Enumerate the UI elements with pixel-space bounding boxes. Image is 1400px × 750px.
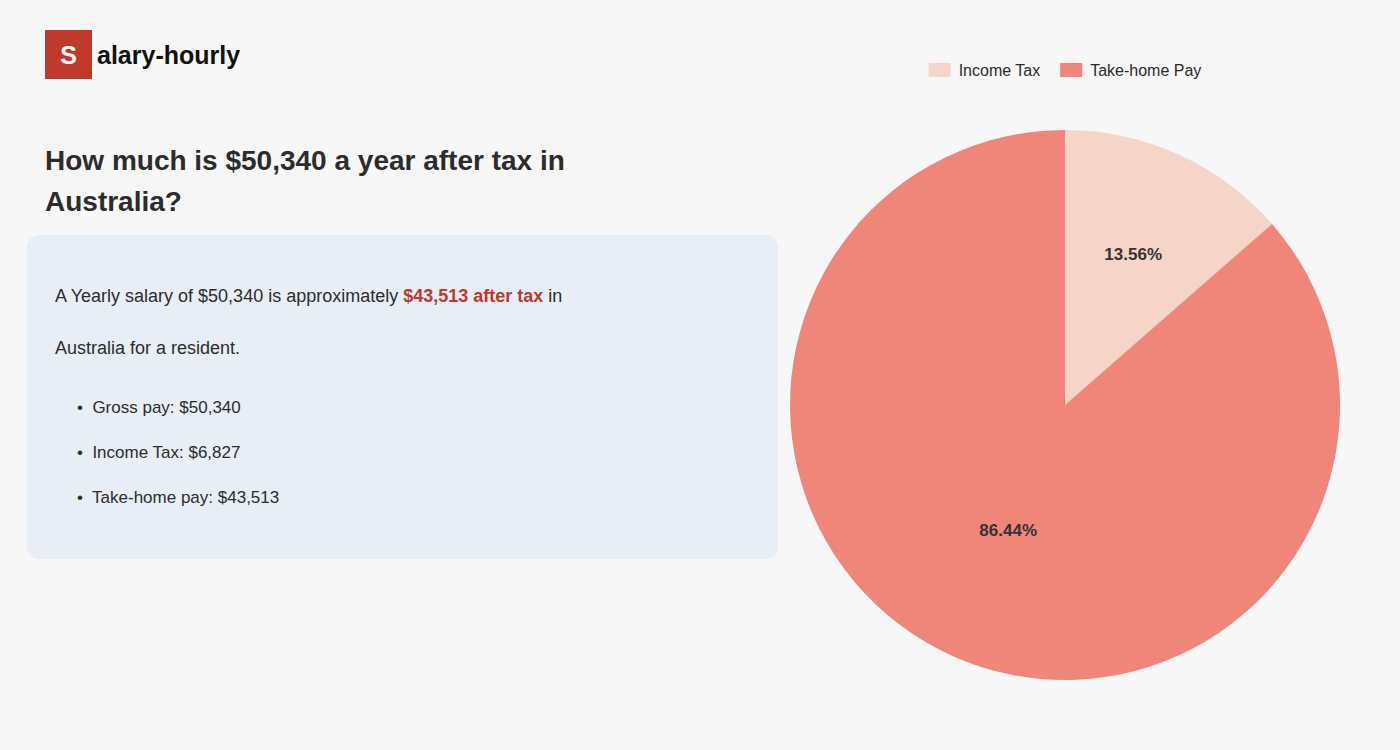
legend-label: Take-home Pay bbox=[1090, 62, 1201, 79]
legend-item: Income Tax bbox=[929, 62, 1041, 79]
summary-line: Australia for a resident. bbox=[55, 338, 240, 358]
bullet-point: • Take-home pay: $43,513 bbox=[77, 488, 279, 507]
logo-letter: S bbox=[60, 41, 77, 69]
legend-swatch bbox=[929, 63, 951, 77]
logo-text: alary-hourly bbox=[97, 41, 240, 69]
logo-box bbox=[45, 30, 92, 79]
info-box bbox=[27, 235, 778, 559]
summary-part: in bbox=[543, 286, 562, 306]
title: How much is $50,340 a year after tax in A… bbox=[45, 145, 565, 217]
data-label: 13.56% bbox=[1104, 245, 1162, 264]
legend-swatch bbox=[1060, 63, 1082, 77]
pie bbox=[790, 130, 1340, 680]
data-label: 86.44% bbox=[979, 521, 1037, 540]
background bbox=[0, 0, 1400, 750]
bullet-point: • Gross pay: $50,340 bbox=[77, 398, 241, 417]
legend: Income Tax Take-home Pay bbox=[929, 62, 1202, 79]
title-line: How much is $50,340 a year after tax in bbox=[45, 145, 565, 176]
bullet-point: • Income Tax: $6,827 bbox=[77, 443, 240, 462]
title-line: Australia? bbox=[45, 186, 182, 217]
legend-item: Take-home Pay bbox=[1060, 62, 1201, 79]
chart: Salary-hourly How much is $50,340 a year … bbox=[0, 0, 1400, 750]
summary-line: A Yearly salary of $50,340 is approximat… bbox=[55, 286, 562, 306]
legend-label: Income Tax bbox=[959, 62, 1041, 79]
data-labels: 13.56% 86.44% bbox=[979, 245, 1162, 539]
summary-part: A Yearly salary of $50,340 is approximat… bbox=[55, 286, 403, 306]
logo: Salary-hourly bbox=[45, 30, 240, 79]
summary-part: $43,513 after tax bbox=[403, 286, 543, 306]
pie-slice bbox=[790, 130, 1340, 680]
